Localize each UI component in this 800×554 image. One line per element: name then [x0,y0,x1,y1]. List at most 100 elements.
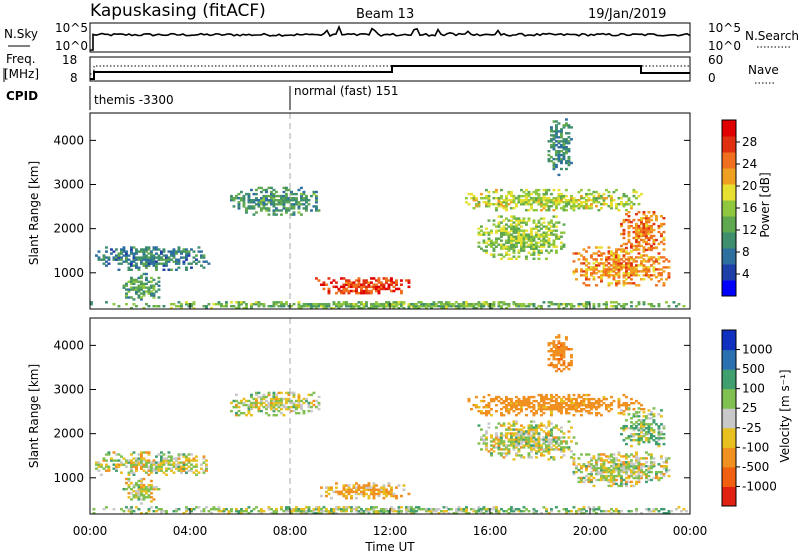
data-cell [662,266,666,269]
data-cell [500,307,503,309]
data-cell [277,403,281,407]
data-cell [367,512,371,514]
data-cell [307,305,311,308]
data-cell [397,510,401,513]
data-cell [515,508,518,511]
data-cell [555,197,558,200]
data-cell [517,404,521,407]
data-cell [622,248,626,251]
data-cell [365,488,368,491]
data-cell [235,197,238,200]
data-cell [335,281,338,284]
data-cell [620,455,623,458]
data-cell [540,249,543,252]
data-cell [470,303,473,306]
data-cell [657,476,661,480]
data-cell [500,257,503,260]
data-cell [560,442,563,445]
data-cell [527,239,531,242]
data-cell [627,224,631,228]
data-cell [117,459,121,462]
data-cell [525,436,528,439]
data-cell [625,484,628,488]
data-cell [502,227,506,230]
data-cell [662,512,666,514]
data-cell [612,274,616,277]
data-cell [305,512,308,514]
data-cell [617,404,621,407]
data-cell [482,395,486,399]
data-cell [145,272,148,276]
data-cell [347,305,351,308]
data-cell [300,213,303,216]
data-cell [645,232,648,236]
data-cell [527,203,531,206]
data-cell [135,278,138,282]
data-cell [140,463,143,466]
data-cell [497,444,501,447]
data-cell [635,453,638,456]
data-cell [612,262,616,265]
data-cell [410,303,413,306]
data-cell [612,453,616,456]
data-cell [597,270,601,273]
data-cell [192,307,196,309]
data-cell [567,404,571,407]
data-cell [602,453,606,456]
data-cell [535,245,538,248]
data-cell [582,399,586,403]
data-cell [397,287,401,291]
data-cell [537,440,541,443]
data-cell [205,465,208,468]
data-cell [270,201,273,204]
data-cell [520,410,523,413]
data-cell [520,188,523,192]
data-cell [200,254,203,257]
data-cell [505,217,508,220]
data-cell [580,203,583,206]
data-cell [622,305,626,308]
data-cell [235,399,238,403]
data-cell [515,235,518,238]
data-cell [152,260,156,263]
data-cell [245,192,248,196]
data-cell [207,303,211,306]
data-cell [445,510,448,513]
data-cell [510,438,513,441]
data-cell [620,232,623,236]
data-cell [560,410,563,413]
data-cell [135,266,138,269]
data-cell [500,432,503,435]
data-cell [502,255,506,258]
data-cell [642,222,646,226]
data-cell [602,510,606,513]
data-cell [615,250,618,253]
data-cell [525,192,528,196]
data-cell [522,444,526,447]
data-cell [157,467,161,470]
data-cell [562,138,566,141]
data-cell [205,463,208,466]
data-cell [525,237,528,240]
data-cell [615,482,618,486]
data-cell [372,492,376,496]
data-cell [562,124,566,127]
data-cell [547,301,551,304]
data-cell [132,260,136,263]
data-cell [557,197,561,200]
data-cell [367,496,371,500]
data-cell [287,391,291,395]
data-cell [550,442,553,445]
data-cell [495,404,498,407]
data-cell [635,266,638,269]
data-cell [347,281,351,284]
data-cell [630,474,633,478]
data-cell [180,471,183,474]
data-cell [562,151,566,155]
data-cell [180,305,183,308]
data-cell [517,305,521,308]
data-cell [497,243,501,246]
data-cell [585,250,588,253]
data-cell [142,307,146,309]
data-cell [272,213,276,216]
